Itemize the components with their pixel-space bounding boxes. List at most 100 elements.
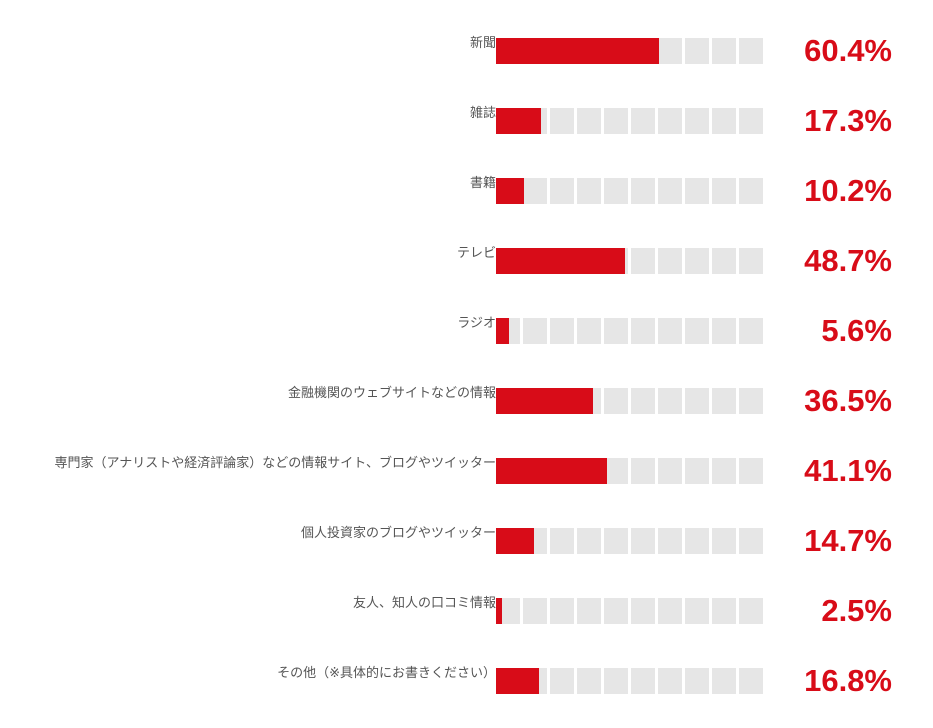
- bar-row: テレビ 48.7%: [0, 245, 933, 277]
- bar-segment: [658, 38, 682, 64]
- bar-segment: [631, 598, 655, 624]
- value-label: 41.1%: [804, 453, 892, 488]
- bar-segment: [739, 668, 763, 694]
- bar-row: 個人投資家のブログやツイッター 14.7%: [0, 525, 933, 557]
- bar-segment-fill: [496, 248, 523, 274]
- bar-row: 専門家（アナリストや経済評論家）などの情報サイト、ブログやツイッター 41.1%: [0, 453, 933, 488]
- bar-segment: [712, 668, 736, 694]
- bar-segment-fill: [604, 458, 607, 484]
- bar-segment: [577, 248, 604, 274]
- bar-segment: [496, 598, 520, 624]
- bar-segment: [550, 528, 574, 554]
- bar-segment: [496, 108, 523, 134]
- bar-segment: [685, 38, 709, 64]
- bar-row: 書籍 10.2%: [0, 173, 933, 208]
- bar-segment-fill: [658, 38, 659, 64]
- bar-segment: [550, 388, 577, 414]
- bar-segment: [496, 38, 523, 64]
- category-label: 新聞: [469, 36, 496, 51]
- bar: [496, 598, 766, 624]
- bar-segment-fill: [496, 108, 523, 134]
- bar-segment-fill: [523, 108, 541, 134]
- bar-segment: [604, 178, 628, 204]
- bar-segment: [577, 598, 601, 624]
- bar-segment-fill: [496, 38, 523, 64]
- bar-segment: [712, 178, 736, 204]
- bar-segment: [685, 108, 709, 134]
- bar-segment: [631, 248, 655, 274]
- value-label: 36.5%: [804, 383, 892, 418]
- bar-segment: [523, 318, 547, 344]
- category-label: 書籍: [469, 176, 496, 191]
- value-label: 10.2%: [804, 173, 892, 208]
- bar-segment: [550, 458, 577, 484]
- bar-segment-fill: [550, 458, 577, 484]
- bar-segment-fill: [523, 38, 550, 64]
- bar-segment: [577, 318, 601, 344]
- bar-segment: [577, 178, 601, 204]
- bar-segment: [550, 178, 574, 204]
- bar: [496, 458, 766, 484]
- bar-segment: [550, 248, 577, 274]
- bar-segment: [550, 598, 574, 624]
- category-label: その他（※具体的にお書きください）: [277, 666, 496, 681]
- bar-segment: [577, 108, 601, 134]
- bar-segment-fill: [496, 318, 510, 344]
- bar-segment: [739, 528, 763, 554]
- bar-segment: [604, 668, 628, 694]
- bar-segment: [739, 458, 763, 484]
- bar-segment: [577, 458, 604, 484]
- category-label: 友人、知人の口コミ情報: [352, 596, 496, 611]
- bar-row: 雑誌 17.3%: [0, 105, 933, 137]
- bar-segment: [523, 598, 547, 624]
- bar-segment-fill: [604, 248, 625, 274]
- bar-segment: [604, 528, 628, 554]
- bar-segment: [631, 388, 655, 414]
- bar-segment: [685, 458, 709, 484]
- bar-segment: [712, 38, 736, 64]
- bar-segment: [739, 178, 763, 204]
- bar-segment: [550, 38, 577, 64]
- bar-segment: [658, 598, 682, 624]
- bar-row: その他（※具体的にお書きください） 16.8%: [0, 663, 933, 698]
- bar-row: 新聞 60.4%: [0, 35, 933, 67]
- bar: [496, 668, 766, 694]
- bar-segment: [604, 388, 628, 414]
- bar-segment: [577, 528, 601, 554]
- bar-segment: [577, 38, 604, 64]
- bar-segment: [550, 668, 574, 694]
- bar-segment: [577, 668, 601, 694]
- bar-segment: [631, 108, 655, 134]
- bar-segment-fill: [496, 668, 523, 694]
- bar-segment: [712, 248, 736, 274]
- bar-segment-fill: [550, 388, 577, 414]
- bar-segment: [739, 38, 763, 64]
- bar-segment: [496, 388, 523, 414]
- bar-segment: [523, 108, 547, 134]
- bar-segment: [685, 598, 709, 624]
- bar-segment: [712, 458, 736, 484]
- bar-segment: [658, 668, 682, 694]
- bar-segment-fill: [550, 38, 577, 64]
- bar-segment: [523, 38, 550, 64]
- bar-segment-fill: [577, 388, 593, 414]
- category-label: テレビ: [456, 246, 496, 261]
- category-label: 専門家（アナリストや経済評論家）などの情報サイト、ブログやツイッター: [54, 456, 496, 471]
- value-label: 16.8%: [804, 663, 892, 698]
- bar-segment: [658, 318, 682, 344]
- bar-segment: [631, 528, 655, 554]
- bar-segment: [631, 318, 655, 344]
- bar-segment: [739, 248, 763, 274]
- bar-segment-fill: [496, 528, 523, 554]
- bar-segment: [712, 388, 736, 414]
- bar-segment: [739, 108, 763, 134]
- bar-segment-fill: [550, 248, 577, 274]
- bar: [496, 388, 766, 414]
- bar-segment-fill: [496, 598, 502, 624]
- bar-segment: [685, 248, 709, 274]
- bar-segment-fill: [496, 458, 523, 484]
- bar-segment: [658, 178, 682, 204]
- bar-segment: [604, 458, 628, 484]
- bar-segment-fill: [523, 528, 535, 554]
